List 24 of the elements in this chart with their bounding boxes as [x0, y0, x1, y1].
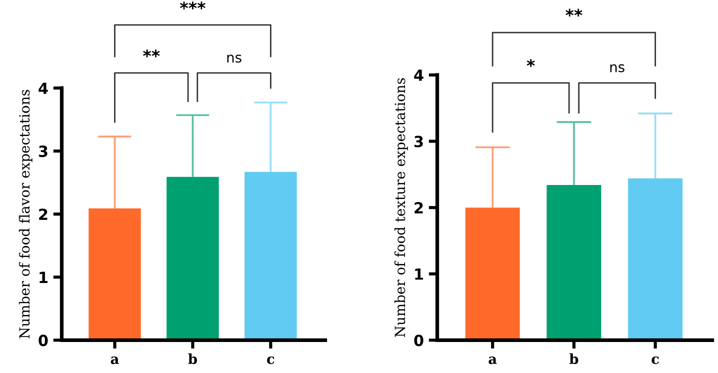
y-tick-label: 2	[39, 208, 48, 220]
text: ns	[610, 64, 624, 72]
y-tick-label: 0	[414, 334, 424, 346]
x-tick-label: b	[188, 353, 198, 364]
y-axis-title: Number of food flavor expectations	[18, 90, 32, 338]
x-tick-label: c	[267, 356, 274, 364]
y-tick-label: 1	[415, 268, 424, 280]
y-tick-label: 4	[414, 70, 424, 81]
text: **	[566, 8, 582, 16]
y-tick-label: 3	[414, 136, 423, 148]
text: ***	[180, 2, 206, 10]
x-tick-label: b	[569, 353, 578, 364]
y-tick-label: 0	[38, 334, 48, 346]
text: *	[526, 59, 535, 67]
text: **	[143, 50, 160, 58]
y-tick-label: 4	[38, 82, 48, 94]
y-tick-label: 1	[40, 272, 48, 283]
y-axis-title: Number of food texture expectations	[394, 78, 408, 338]
x-tick-label: c	[652, 356, 659, 364]
x-tick-label: a	[110, 356, 119, 364]
y-tick-label: 3	[38, 146, 48, 158]
text: ns	[227, 54, 242, 63]
x-tick-label: a	[488, 356, 497, 364]
y-tick-label: 2	[414, 202, 423, 214]
